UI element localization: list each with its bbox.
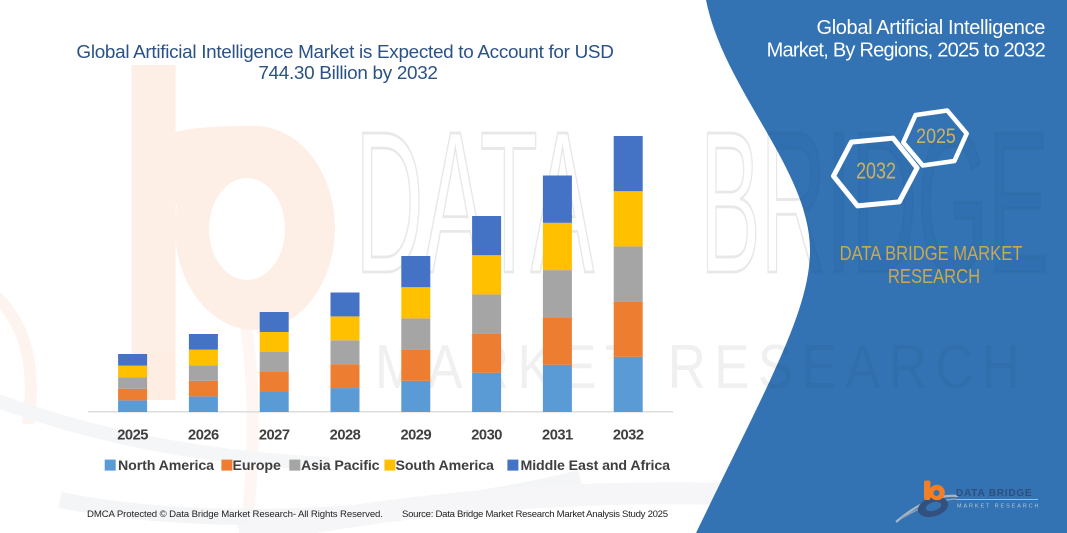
svg-text:2028: 2028 [330,428,361,444]
svg-text:2025: 2025 [117,428,148,444]
svg-text:2031: 2031 [542,428,573,444]
svg-text:2027: 2027 [259,428,290,444]
svg-text:North America: North America [118,458,214,474]
svg-text:Global Artificial Intelligence: Global Artificial Intelligence Market is… [76,42,613,63]
svg-text:DATA BRIDGE MARKET: DATA BRIDGE MARKET [840,241,1023,264]
svg-text:DMCA Protected © Data Bridge M: DMCA Protected © Data Bridge Market Rese… [87,509,383,520]
svg-text:MARKET RESEARCH: MARKET RESEARCH [957,504,1040,510]
svg-text:Middle East and Africa: Middle East and Africa [521,458,671,474]
svg-text:2026: 2026 [188,428,219,444]
svg-text:Europe: Europe [233,458,281,474]
svg-text:2032: 2032 [856,158,896,184]
svg-text:2032: 2032 [613,428,644,444]
svg-text:2025: 2025 [916,125,956,149]
svg-text:2029: 2029 [400,428,431,444]
svg-text:Source: Data Bridge Market Res: Source: Data Bridge Market Research Mark… [402,509,668,520]
svg-text:South America: South America [396,458,495,474]
svg-text:RESEARCH: RESEARCH [888,264,980,287]
svg-text:Market, By Regions, 2025 to 20: Market, By Regions, 2025 to 2032 [767,40,1046,62]
svg-text:DATA BRIDGE: DATA BRIDGE [956,488,1032,499]
svg-text:744.30 Billion by 2032: 744.30 Billion by 2032 [258,63,437,84]
svg-text:2030: 2030 [471,428,502,444]
svg-text:Global Artificial Intelligence: Global Artificial Intelligence [816,17,1045,39]
svg-text:Asia Pacific: Asia Pacific [301,458,380,474]
